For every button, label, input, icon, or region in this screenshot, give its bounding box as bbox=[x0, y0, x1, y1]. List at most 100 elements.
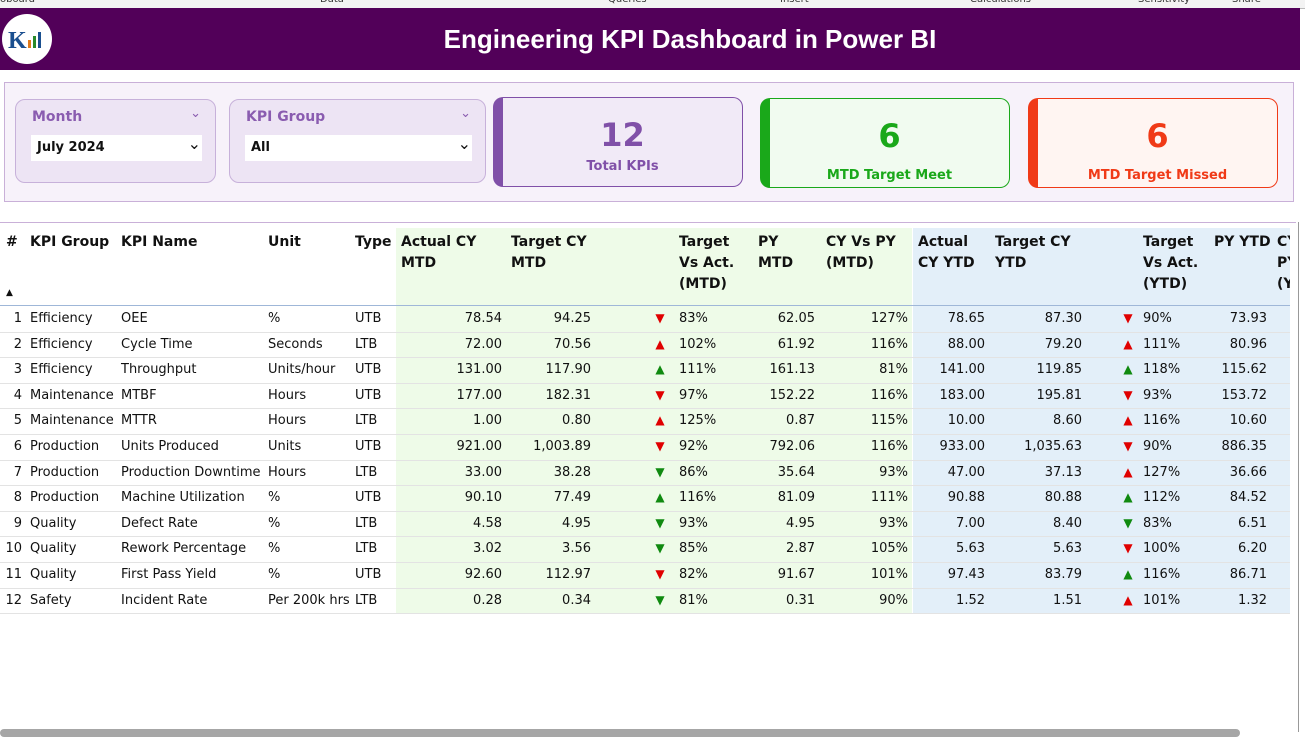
table-cell: Hours bbox=[268, 413, 307, 429]
card-value: 12 bbox=[600, 116, 645, 154]
table-cell: 93% bbox=[879, 464, 908, 480]
ribbon-tab[interactable]: Insert bbox=[780, 0, 809, 5]
table-cell: 116% bbox=[870, 439, 908, 454]
table-cell: 112.97 bbox=[545, 567, 592, 582]
column-header[interactable]: CY Vs PY (YTD) bbox=[1277, 234, 1290, 292]
column-header[interactable]: Type bbox=[355, 234, 392, 250]
table-cell: 127% bbox=[870, 311, 908, 326]
table-cell: 101% bbox=[870, 567, 908, 582]
status-arrow: ▼ bbox=[655, 311, 665, 325]
dashboard-title: Engineering KPI Dashboard in Power BI bbox=[443, 24, 937, 54]
table-cell: Machine Utilization bbox=[121, 490, 245, 506]
table-cell: 1.32 bbox=[1238, 592, 1267, 608]
logo: K bbox=[2, 14, 52, 64]
table-cell: 111% bbox=[679, 362, 717, 378]
card-value: 6 bbox=[878, 117, 901, 155]
table-cell: Hours bbox=[268, 387, 307, 403]
ribbon-tab[interactable]: Data bbox=[320, 0, 344, 5]
table-cell: Production Downtime bbox=[121, 464, 261, 480]
column-header[interactable]: Target Vs Act. (MTD) bbox=[679, 234, 735, 292]
slicer-label: KPI Group bbox=[246, 109, 326, 125]
slicer-chevron: ⌄ bbox=[460, 106, 471, 121]
card-label: MTD Target Missed bbox=[1087, 168, 1228, 183]
table-cell: Maintenance bbox=[30, 413, 114, 429]
table-cell: Production bbox=[30, 490, 100, 506]
status-arrow: ▲ bbox=[1123, 336, 1133, 351]
table-cell: 85% bbox=[679, 541, 708, 557]
row-rule bbox=[0, 331, 1290, 333]
status-arrow: ▲ bbox=[1123, 592, 1133, 607]
column-header[interactable]: # bbox=[6, 234, 18, 250]
table-cell: 8 bbox=[13, 490, 22, 506]
column-header[interactable]: PY YTD bbox=[1214, 234, 1271, 250]
table-cell: 72.00 bbox=[464, 336, 502, 352]
table-cell: 116% bbox=[870, 387, 908, 403]
table-cell: 81% bbox=[679, 592, 708, 608]
table-cell: 101% bbox=[1143, 592, 1181, 608]
table-cell: 87.30 bbox=[1044, 311, 1082, 326]
table-cell: Throughput bbox=[121, 362, 197, 378]
column-header[interactable]: Target CY MTD bbox=[511, 234, 587, 271]
table-cell: 152.22 bbox=[769, 387, 816, 403]
table-cell: 5.63 bbox=[956, 541, 985, 557]
column-header[interactable]: KPI Name bbox=[121, 234, 198, 250]
table-cell: 83% bbox=[679, 311, 708, 326]
table-cell: First Pass Yield bbox=[121, 567, 217, 582]
scrollbar[interactable] bbox=[0, 729, 1240, 737]
divider bbox=[0, 222, 1296, 223]
ribbon-tab[interactable]: Sensitivity bbox=[1138, 0, 1190, 5]
table-cell: 7 bbox=[13, 464, 22, 480]
status-arrow: ▼ bbox=[655, 567, 665, 581]
table-cell: 195.81 bbox=[1036, 387, 1083, 403]
ribbon-tab[interactable]: Share bbox=[1232, 0, 1261, 5]
table-cell: 93% bbox=[1143, 387, 1172, 403]
status-arrow: ▼ bbox=[1123, 515, 1133, 530]
table-cell: OEE bbox=[121, 311, 148, 326]
table-cell: Incident Rate bbox=[121, 592, 208, 608]
status-arrow: ▲ bbox=[655, 413, 665, 428]
table-cell: Quality bbox=[30, 541, 77, 557]
column-header[interactable]: PY MTD bbox=[758, 234, 794, 271]
card-label: MTD Target Meet bbox=[826, 168, 953, 183]
status-arrow: ▲ bbox=[1123, 464, 1133, 479]
table-cell: 131.00 bbox=[456, 362, 503, 378]
column-header[interactable]: Actual CY MTD bbox=[401, 234, 477, 271]
table-cell: LTB bbox=[355, 413, 378, 429]
table-cell: LTB bbox=[355, 592, 378, 608]
status-arrow: ▼ bbox=[655, 387, 665, 402]
status-arrow: ▲ bbox=[655, 362, 665, 377]
table-cell: 116% bbox=[679, 490, 717, 506]
table-cell: 33.00 bbox=[464, 464, 502, 480]
ribbon-tab[interactable]: Calculations bbox=[970, 0, 1031, 5]
column-header[interactable]: CY Vs PY (MTD) bbox=[826, 234, 896, 271]
table-cell: 12 bbox=[5, 592, 22, 608]
table-cell: Production bbox=[30, 439, 100, 454]
row-rule bbox=[0, 613, 1290, 615]
table-cell: % bbox=[268, 515, 281, 531]
table-cell: 115% bbox=[870, 413, 908, 429]
slicer[interactable]: KPI Group ⌄ All ⌄ bbox=[229, 99, 486, 183]
table-cell: 93% bbox=[679, 515, 708, 531]
dropdown[interactable]: All bbox=[245, 135, 472, 161]
slicer[interactable]: Month ⌄ July 2024 ⌄ bbox=[15, 99, 216, 183]
table-cell: 78.65 bbox=[947, 311, 985, 326]
table-cell: 79.20 bbox=[1044, 336, 1082, 352]
table-cell: 111% bbox=[870, 490, 908, 506]
column-header[interactable]: Target Vs Act. (YTD) bbox=[1143, 234, 1199, 292]
table-cell: UTB bbox=[355, 362, 382, 378]
table-cell: 80.96 bbox=[1229, 336, 1267, 352]
column-header[interactable]: Target CY YTD bbox=[995, 234, 1071, 271]
table-cell: UTB bbox=[355, 311, 382, 326]
table-cell: 112% bbox=[1143, 490, 1181, 506]
column-header[interactable]: Actual CY YTD bbox=[918, 234, 975, 271]
svg-text:K: K bbox=[8, 28, 27, 54]
column-header[interactable]: KPI Group bbox=[30, 234, 110, 250]
dropdown[interactable]: July 2024 bbox=[31, 135, 202, 161]
table-cell: 93% bbox=[879, 515, 908, 531]
table-cell: 91.67 bbox=[777, 567, 815, 582]
column-header[interactable]: Unit bbox=[268, 234, 301, 250]
ribbon-tab[interactable]: Queries bbox=[608, 0, 647, 5]
ribbon-tab[interactable]: oboard bbox=[0, 0, 35, 5]
table-cell: 90.10 bbox=[464, 490, 502, 506]
table-cell: Production bbox=[30, 464, 100, 480]
